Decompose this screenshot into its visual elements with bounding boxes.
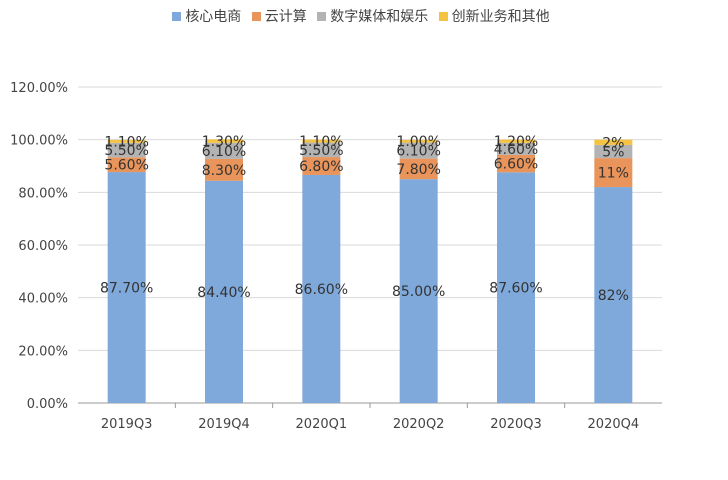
bar-segment	[302, 142, 341, 158]
data-label: 11%	[598, 166, 629, 182]
bar-segment	[497, 172, 535, 403]
bar-segment	[205, 180, 243, 403]
data-label: 6.10%	[202, 144, 246, 160]
legend: 核心电商 云计算 数字媒体和娱乐 创新业务和其他	[0, 6, 728, 26]
y-tick-label: 120.00%	[10, 81, 68, 96]
data-label: 2%	[602, 135, 624, 151]
bar-segment	[399, 142, 438, 159]
bar-segment	[594, 187, 633, 403]
x-tick-label: 2020Q4	[588, 417, 640, 432]
x-tick-label: 2019Q4	[198, 417, 250, 432]
data-label: 6.80%	[299, 159, 343, 175]
x-tick-label: 2019Q3	[101, 417, 153, 432]
bar-segment	[594, 144, 633, 159]
legend-label: 创新业务和其他	[451, 9, 550, 25]
y-tick-label: 100.00%	[10, 134, 68, 149]
data-label: 1.30%	[202, 134, 246, 150]
x-tick-label: 2020Q2	[393, 417, 445, 432]
y-tick-label: 80.00%	[18, 186, 68, 201]
bar-segment	[399, 179, 438, 403]
legend-item: 核心电商	[172, 6, 241, 26]
data-label: 86.60%	[295, 282, 348, 298]
data-label: 5.60%	[104, 158, 148, 174]
legend-swatch	[251, 12, 261, 21]
legend-label: 核心电商	[185, 9, 242, 25]
bar-segment	[205, 139, 243, 143]
y-tick-label: 0.00%	[27, 397, 68, 412]
bar-segment	[302, 157, 341, 175]
bar-segment	[302, 139, 341, 143]
bar-segment	[497, 142, 535, 155]
data-label: 8.30%	[202, 163, 246, 179]
data-label: 4.60%	[494, 142, 538, 158]
bar-segment	[399, 158, 438, 180]
data-label: 87.70%	[100, 281, 153, 297]
bar-segment	[107, 157, 146, 173]
legend-swatch	[438, 12, 448, 21]
bar-segment	[107, 142, 146, 158]
bar-segment	[497, 154, 535, 173]
data-label: 87.60%	[489, 281, 542, 297]
data-label: 5.50%	[299, 143, 343, 159]
data-label: 1.10%	[104, 134, 148, 150]
legend-label: 云计算	[264, 9, 307, 25]
data-label: 5.50%	[104, 143, 148, 159]
data-label: 7.80%	[396, 162, 440, 178]
bar-segment	[399, 139, 438, 143]
y-tick-label: 60.00%	[18, 239, 68, 254]
data-label: 1.20%	[494, 134, 538, 150]
data-label: 82%	[598, 288, 629, 304]
x-tick-label: 2020Q3	[490, 417, 542, 432]
bar-segment	[302, 174, 341, 403]
bar-segment	[107, 139, 146, 143]
y-tick-label: 40.00%	[18, 292, 68, 307]
legend-item: 数字媒体和娱乐	[317, 6, 428, 26]
bar-segment	[107, 172, 146, 403]
x-tick-label: 2020Q1	[296, 417, 348, 432]
data-label: 6.60%	[494, 157, 538, 173]
bar-segment	[594, 158, 633, 188]
bar-segment	[205, 158, 243, 181]
data-label: 1.10%	[299, 134, 343, 150]
data-label: 6.10%	[396, 144, 440, 160]
legend-item: 创新业务和其他	[438, 6, 550, 26]
legend-item: 云计算	[251, 6, 307, 26]
legend-swatch	[317, 12, 327, 21]
bar-segment	[497, 139, 535, 143]
data-label: 1.00%	[396, 134, 440, 150]
data-label: 85.00%	[392, 284, 445, 300]
bar-segment	[205, 142, 243, 159]
data-label: 5%	[602, 145, 624, 161]
legend-swatch	[172, 12, 182, 21]
data-label: 84.40%	[197, 285, 250, 301]
y-tick-label: 20.00%	[18, 344, 68, 359]
legend-label: 数字媒体和娱乐	[330, 9, 429, 25]
bar-segment	[594, 139, 633, 145]
